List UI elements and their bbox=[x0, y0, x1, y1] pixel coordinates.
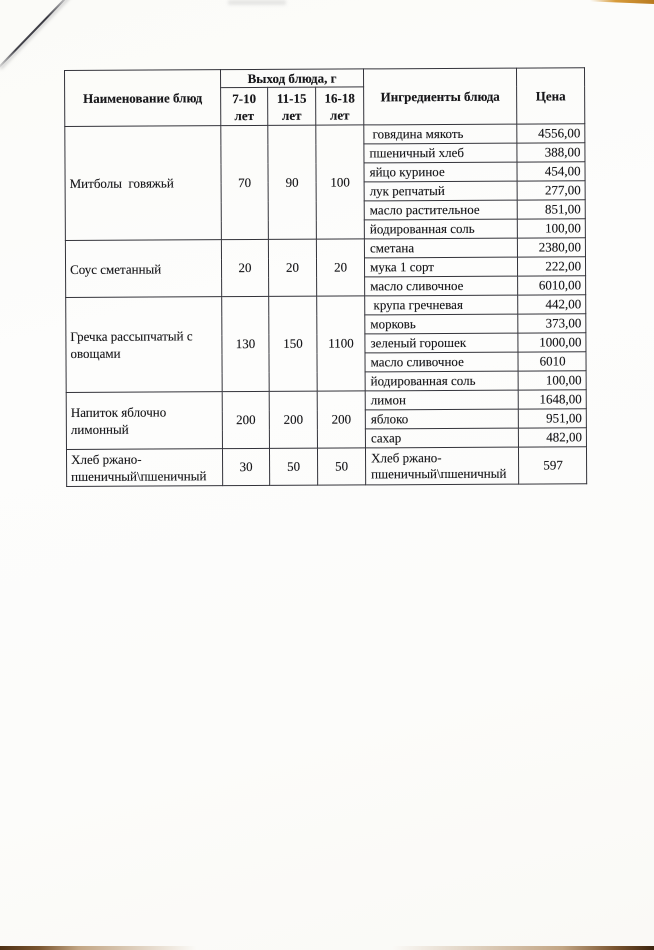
price-cell: 1000,00 bbox=[517, 332, 587, 353]
price-cell: 277,00 bbox=[517, 180, 586, 201]
header-dish-name: Наименование блюд bbox=[64, 69, 221, 127]
table-row: Хлеб ржано- пшеничный\пшеничный 30 50 50 Хле… bbox=[66, 446, 587, 487]
header-age-16-18-label: 16-18 лет bbox=[324, 89, 355, 123]
header-age-7-10-label: 7-10 лет bbox=[232, 90, 257, 123]
ingredient-cell: сахар bbox=[365, 428, 519, 448]
ingredient-cell: лимон bbox=[365, 390, 519, 410]
dish-name-cell: Соус сметанный bbox=[65, 239, 222, 298]
header-output-group: Выход блюда, г bbox=[220, 68, 364, 88]
table-body: Митболы говяжьй 70 90 100 говядина мякоть 45… bbox=[64, 123, 587, 487]
price-cell: 454,00 bbox=[517, 161, 586, 182]
ingredient-cell: зеленый горошек bbox=[364, 333, 519, 353]
table-header: Наименование блюд Выход блюда, г Ингреди… bbox=[64, 67, 585, 127]
price-cell: 6010,00 bbox=[517, 275, 586, 296]
header-ingredients: Ингредиенты блюда bbox=[363, 68, 517, 125]
portion-cell-age-1: 150 bbox=[268, 296, 318, 392]
portion-cell-age-0: 30 bbox=[222, 448, 270, 486]
ingredient-cell: масло сливочное bbox=[364, 276, 518, 296]
portion-cell-age-2: 20 bbox=[316, 238, 365, 297]
portion-cell-age-1: 200 bbox=[269, 391, 318, 449]
portion-cell-age-1: 90 bbox=[267, 125, 317, 240]
header-price: Цена bbox=[516, 67, 585, 125]
price-cell: 1648,00 bbox=[518, 389, 587, 410]
dish-name-cell: Напиток яблочно лимонный bbox=[66, 391, 223, 450]
portion-cell-age-0: 20 bbox=[221, 239, 269, 297]
portion-cell-age-2: 100 bbox=[315, 124, 365, 240]
price-cell: 100,00 bbox=[518, 370, 587, 391]
ingredient-cell: яйцо куриное bbox=[364, 162, 518, 182]
scanner-edge-strip-bottom bbox=[0, 946, 654, 950]
ingredient-cell: мука 1 сорт bbox=[364, 257, 518, 277]
ingredient-cell: лук репчатый bbox=[364, 181, 518, 201]
price-cell: 373,00 bbox=[517, 313, 586, 334]
ingredient-cell: яблоко bbox=[365, 409, 519, 429]
scanner-edge-strip-top-right bbox=[590, 0, 654, 4]
header-age-11-15: 11-15 лет bbox=[267, 87, 316, 126]
price-cell: 851,00 bbox=[517, 199, 586, 220]
ingredient-cell: Хлеб ржано- пшеничный\пшеничный bbox=[365, 447, 519, 485]
ingredient-cell: сметана bbox=[364, 238, 518, 258]
portion-cell-age-2: 1100 bbox=[316, 295, 366, 392]
price-cell: 100,00 bbox=[517, 218, 586, 239]
ingredient-cell: крупа гречневая bbox=[364, 295, 518, 315]
menu-cost-table: Наименование блюд Выход блюда, г Ингреди… bbox=[64, 67, 587, 487]
ingredient-cell: морковь bbox=[364, 314, 518, 334]
ingredient-cell: йодированная соль bbox=[365, 371, 519, 391]
portion-cell-age-1: 50 bbox=[269, 448, 318, 486]
header-age-16-18: 16-18 лет bbox=[315, 86, 364, 126]
header-age-7-10: 7-10 лет bbox=[220, 87, 268, 126]
price-cell: 2380,00 bbox=[517, 237, 586, 258]
header-age-11-15-label: 11-15 лет bbox=[276, 90, 307, 123]
dish-name-cell: Гречка рассыпчатый с овощами bbox=[65, 296, 223, 393]
dish-name-cell: Хлеб ржано- пшеничный\пшеничный bbox=[66, 448, 223, 487]
price-cell: 442,00 bbox=[517, 294, 586, 315]
ingredient-cell: пшеничный хлеб bbox=[363, 143, 518, 163]
portion-cell-age-0: 130 bbox=[221, 296, 270, 392]
ingredient-cell: говядина мякоть bbox=[363, 124, 517, 144]
ingredient-cell: масло растительное bbox=[364, 200, 518, 220]
portion-cell-age-1: 20 bbox=[268, 239, 317, 297]
portion-cell-age-2: 50 bbox=[317, 447, 366, 486]
portion-cell-age-0: 200 bbox=[222, 391, 270, 449]
price-cell: 482,00 bbox=[518, 427, 587, 448]
price-cell: 6010 bbox=[518, 351, 587, 372]
page-fold-crease bbox=[0, 0, 69, 69]
scan-smudge bbox=[228, 0, 286, 5]
price-cell: 222,00 bbox=[517, 256, 586, 277]
price-cell: 597 bbox=[518, 446, 587, 485]
price-cell: 388,00 bbox=[516, 142, 586, 163]
ingredient-cell: йодированная соль bbox=[364, 219, 518, 239]
portion-cell-age-0: 70 bbox=[220, 125, 269, 240]
price-cell: 4556,00 bbox=[516, 123, 585, 144]
dish-name-cell: Митболы говяжьй bbox=[64, 125, 222, 241]
ingredient-cell: масло сливочное bbox=[365, 352, 519, 372]
header-row-1: Наименование блюд Выход блюда, г Ингреди… bbox=[64, 67, 585, 127]
portion-cell-age-2: 200 bbox=[317, 390, 366, 449]
price-cell: 951,00 bbox=[518, 408, 587, 429]
